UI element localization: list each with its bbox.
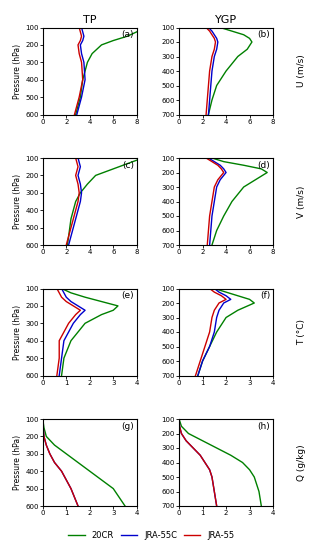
- Text: (g): (g): [121, 422, 134, 431]
- Text: U (m/s): U (m/s): [297, 54, 306, 87]
- Y-axis label: Pressure (hPa): Pressure (hPa): [13, 174, 22, 229]
- Text: Q (g/kg): Q (g/kg): [297, 444, 306, 481]
- Text: (d): (d): [258, 161, 270, 169]
- Text: (f): (f): [260, 291, 270, 300]
- Text: (c): (c): [122, 161, 134, 169]
- Title: YGP: YGP: [215, 15, 237, 25]
- Text: V (m/s): V (m/s): [297, 185, 306, 218]
- Text: (e): (e): [121, 291, 134, 300]
- Title: TP: TP: [83, 15, 96, 25]
- Legend: 20CR, JRA-55C, JRA-55: 20CR, JRA-55C, JRA-55: [65, 527, 238, 543]
- Text: (h): (h): [258, 422, 270, 431]
- Text: (a): (a): [121, 30, 134, 39]
- Y-axis label: Pressure (hPa): Pressure (hPa): [13, 305, 22, 360]
- Text: T (°C): T (°C): [297, 319, 306, 345]
- Text: (b): (b): [258, 30, 270, 39]
- Y-axis label: Pressure (hPa): Pressure (hPa): [13, 435, 22, 490]
- Y-axis label: Pressure (hPa): Pressure (hPa): [13, 43, 22, 98]
